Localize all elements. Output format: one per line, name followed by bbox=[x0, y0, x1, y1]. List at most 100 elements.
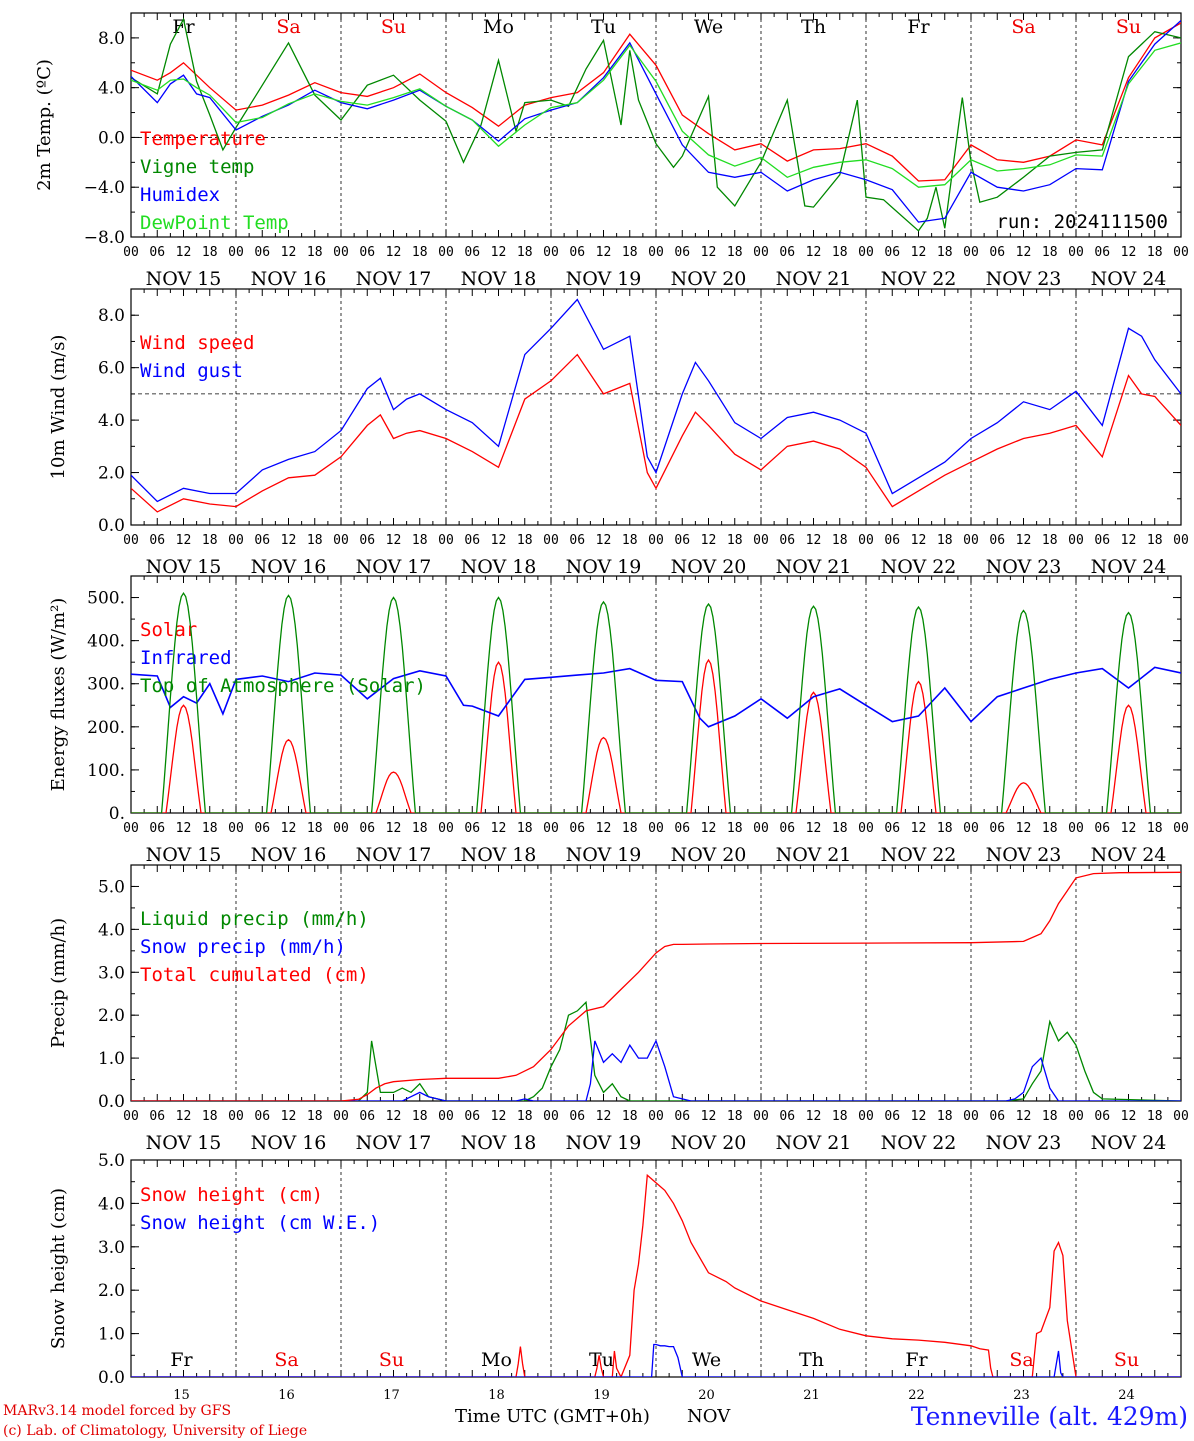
hour-tick-label: 12 bbox=[281, 533, 297, 548]
hour-tick-label: 00 bbox=[648, 1109, 664, 1124]
hour-tick-label: 06 bbox=[1094, 1109, 1110, 1124]
panel-1: −8.0 −4.0 0.0 4.0 8.0 2m Temp. (ºC) 00 06 12 18 NO… bbox=[34, 12, 1189, 290]
hour-tick-label: 18 bbox=[832, 1109, 848, 1124]
date-label: NOV 21 bbox=[776, 844, 852, 866]
hour-tick-label: 00 bbox=[228, 245, 244, 260]
date-label: NOV 24 bbox=[1091, 268, 1167, 290]
hour-tick-label: 18 bbox=[1147, 245, 1163, 260]
hour-tick-label: 12 bbox=[1121, 821, 1137, 836]
day-number-label: 21 bbox=[803, 1388, 820, 1403]
hour-tick-label: 12 bbox=[1121, 533, 1137, 548]
y-tick-label: 400. bbox=[87, 632, 125, 652]
hour-tick-label: 12 bbox=[386, 245, 402, 260]
y-tick-label: 5.0 bbox=[98, 1151, 125, 1171]
date-label: NOV 19 bbox=[566, 1132, 642, 1154]
hour-tick-label: 00 bbox=[1068, 1109, 1084, 1124]
date-label: NOV 15 bbox=[146, 268, 222, 290]
hour-tick-label: 00 bbox=[1068, 245, 1084, 260]
weekday-label: Su bbox=[379, 1349, 404, 1371]
y-axis-label: Precip (mm/h) bbox=[48, 918, 69, 1048]
hour-tick-label: 06 bbox=[884, 245, 900, 260]
hour-tick-label: 18 bbox=[622, 1109, 638, 1124]
hour-tick-label: 12 bbox=[911, 821, 927, 836]
hour-tick-label: 06 bbox=[359, 245, 375, 260]
hour-tick-label: 06 bbox=[149, 1109, 165, 1124]
date-label: NOV 22 bbox=[881, 1132, 957, 1154]
date-label: NOV 17 bbox=[356, 1132, 432, 1154]
hour-tick-label: 18 bbox=[832, 533, 848, 548]
hour-tick-label: 00 bbox=[753, 821, 769, 836]
legend-entry: Snow height (cm) bbox=[140, 1184, 323, 1206]
date-label: NOV 16 bbox=[251, 844, 327, 866]
hour-tick-label: 06 bbox=[569, 533, 585, 548]
date-label: NOV 23 bbox=[986, 1132, 1062, 1154]
weekday-label: Sa bbox=[274, 1349, 298, 1371]
weekday-label: Sa bbox=[1011, 16, 1035, 38]
hour-tick-label: 06 bbox=[1094, 245, 1110, 260]
hour-tick-label: 06 bbox=[779, 821, 795, 836]
hour-tick-label: 18 bbox=[832, 245, 848, 260]
hour-tick-label: 00 bbox=[963, 245, 979, 260]
date-label: NOV 23 bbox=[986, 268, 1062, 290]
month-label: NOV bbox=[687, 1406, 731, 1427]
date-label: NOV 20 bbox=[671, 844, 747, 866]
weekday-label: Th bbox=[799, 1349, 824, 1371]
weekday-label: Su bbox=[381, 16, 406, 38]
hour-tick-label: 18 bbox=[622, 533, 638, 548]
y-tick-label: 4.0 bbox=[98, 411, 125, 431]
series-line-infrared bbox=[131, 666, 1181, 728]
legend-entry: Wind gust bbox=[140, 360, 243, 382]
hour-tick-label: 06 bbox=[569, 1109, 585, 1124]
hour-tick-label: 06 bbox=[359, 533, 375, 548]
hour-tick-label: 06 bbox=[989, 1109, 1005, 1124]
series-line-liquid-precip-mm-h bbox=[131, 1000, 1181, 1101]
hour-tick-label: 00 bbox=[228, 533, 244, 548]
date-label: NOV 15 bbox=[146, 844, 222, 866]
weekday-label: We bbox=[694, 16, 723, 38]
hour-tick-label: 18 bbox=[517, 1109, 533, 1124]
hour-tick-label: 00 bbox=[1068, 821, 1084, 836]
hour-tick-label: 00 bbox=[858, 821, 874, 836]
weekday-label: Tu bbox=[591, 16, 616, 38]
hour-tick-label: 18 bbox=[937, 1109, 953, 1124]
hour-tick-label: 18 bbox=[517, 821, 533, 836]
y-tick-label: 0.0 bbox=[98, 128, 125, 148]
date-label: NOV 23 bbox=[986, 556, 1062, 578]
y-tick-label: 200. bbox=[87, 718, 125, 738]
hour-tick-label: 06 bbox=[779, 245, 795, 260]
date-label: NOV 18 bbox=[461, 556, 537, 578]
hour-tick-label: 06 bbox=[149, 533, 165, 548]
hour-tick-label: 12 bbox=[1016, 1109, 1032, 1124]
hour-tick-label: 18 bbox=[412, 1109, 428, 1124]
hour-tick-label: 06 bbox=[989, 245, 1005, 260]
series-line-total-cumulated-cm bbox=[131, 871, 1181, 1101]
hour-tick-label: 00 bbox=[543, 533, 559, 548]
hour-tick-label: 06 bbox=[254, 821, 270, 836]
hour-tick-label: 06 bbox=[884, 821, 900, 836]
hour-tick-label: 12 bbox=[386, 1109, 402, 1124]
hour-tick-label: 12 bbox=[596, 245, 612, 260]
hour-tick-label: 12 bbox=[491, 533, 507, 548]
date-label: NOV 21 bbox=[776, 1132, 852, 1154]
hour-tick-label: 12 bbox=[1016, 821, 1032, 836]
y-tick-label: 300. bbox=[87, 675, 125, 695]
hour-tick-label: 00 bbox=[333, 245, 349, 260]
hour-tick-label: 06 bbox=[884, 533, 900, 548]
hour-tick-label: 00 bbox=[1173, 533, 1189, 548]
y-tick-label: 500. bbox=[87, 589, 125, 609]
weekday-label: Sa bbox=[276, 16, 300, 38]
day-number-label: 18 bbox=[488, 1388, 505, 1403]
legend-entry: Liquid precip (mm/h) bbox=[140, 908, 369, 930]
plot-frame bbox=[130, 12, 1182, 238]
hour-tick-label: 00 bbox=[1173, 821, 1189, 836]
y-tick-label: 4.0 bbox=[98, 920, 125, 940]
hour-tick-label: 12 bbox=[491, 1109, 507, 1124]
weekday-label: Su bbox=[1116, 16, 1141, 38]
series-line-wind-speed bbox=[131, 353, 1181, 513]
hour-tick-label: 18 bbox=[517, 245, 533, 260]
legend-entry: Infrared bbox=[140, 647, 232, 669]
legend-entry: Snow precip (mm/h) bbox=[140, 936, 346, 958]
y-tick-label: 0.0 bbox=[98, 516, 125, 536]
weekday-label: Mo bbox=[483, 16, 514, 38]
